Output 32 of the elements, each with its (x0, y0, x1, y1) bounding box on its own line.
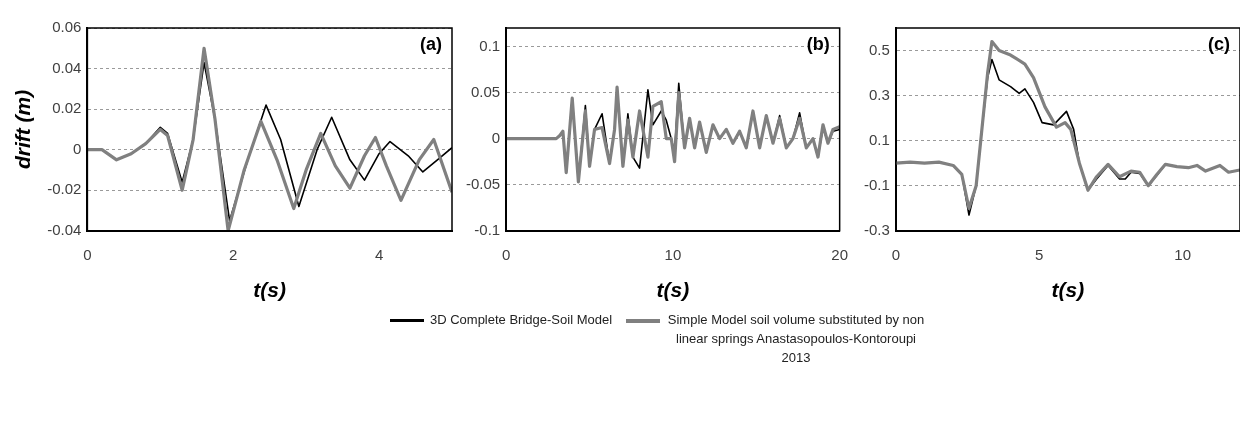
legend-label: Simple Model soil volume substituted by non linear springs Anastasopoulos-Kontoroupi 2013 (666, 311, 926, 367)
chart-title: (c) (1208, 33, 1230, 54)
y-tick-label: 0 (73, 139, 82, 157)
x-tick-label: 2 (229, 245, 238, 263)
x-axis-title: t(s) (656, 278, 690, 302)
x-tick-label: 10 (1174, 245, 1191, 263)
y-tick-label: 0.5 (868, 40, 890, 58)
x-tick-label: 0 (891, 245, 901, 263)
y-tick-label: -0.3 (863, 220, 890, 238)
y-tick-label: -0.1 (863, 175, 890, 193)
x-tick-label: 10 (664, 245, 682, 263)
legend-label: 3D Complete Bridge-Soil Model (429, 311, 613, 329)
y-tick-label: -0.02 (47, 180, 82, 198)
y-axis-title: drift (m) (11, 89, 35, 170)
x-tick-label: 20 (831, 245, 848, 263)
chart-title: (b) (806, 33, 830, 54)
y-tick-label: 0.1 (868, 130, 890, 148)
y-tick-label: 0.3 (868, 85, 890, 103)
x-axis-title: t(s) (253, 278, 287, 302)
y-tick-label: 0.02 (52, 99, 82, 117)
y-tick-label: -0.1 (474, 220, 501, 238)
y-tick-label: 0 (491, 128, 501, 146)
x-tick-label: 4 (374, 245, 384, 263)
x-axis-title: t(s) (1051, 278, 1085, 302)
y-tick-label: 0.06 (52, 18, 82, 36)
y-tick-label: -0.04 (47, 220, 82, 238)
chart-title: (a) (420, 33, 442, 54)
y-tick-label: 0.04 (52, 58, 82, 76)
y-tick-label: 0.1 (479, 36, 501, 54)
y-tick-label: -0.05 (465, 174, 501, 192)
y-tick-label: 0.05 (470, 82, 501, 100)
x-tick-label: 5 (1035, 245, 1044, 263)
